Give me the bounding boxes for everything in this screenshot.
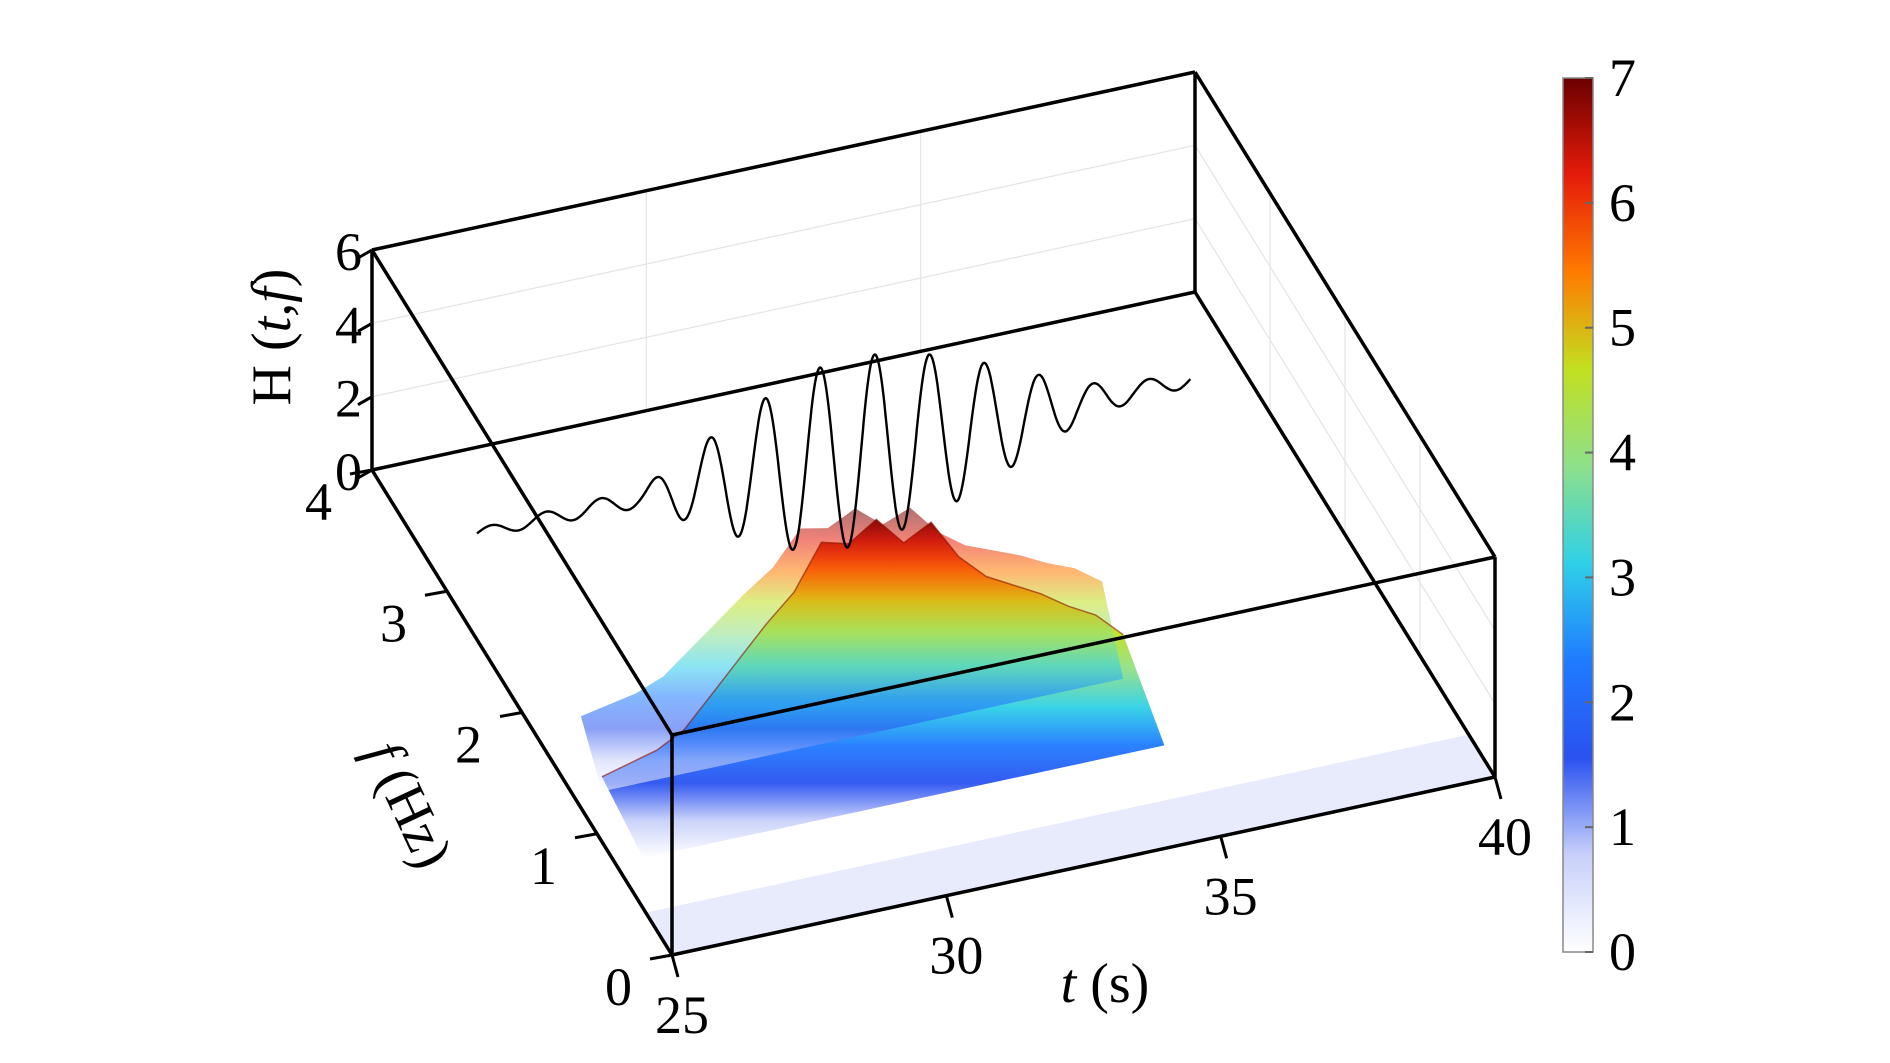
colorbar: 0 1 2 3 4 5 6 7 — [1562, 48, 1636, 982]
box-edge-front-top — [671, 555, 1496, 737]
t-tick-label: 40 — [1478, 807, 1532, 867]
signal-trace-layer — [476, 353, 1192, 551]
z-tick-label: 6 — [335, 222, 362, 282]
f-tick-mark — [499, 711, 523, 718]
f-tick-mark — [424, 589, 448, 597]
f-tick-mark — [649, 953, 673, 961]
t-tick-label: 25 — [655, 985, 709, 1045]
f-tick-label: 0 — [605, 957, 632, 1017]
colorbar-bar — [1562, 77, 1594, 953]
box-edge-left-top — [370, 249, 674, 736]
colorbar-tick-label: 3 — [1609, 547, 1636, 607]
box-edge-right-bottom — [1193, 291, 1497, 778]
f-tick-label: 2 — [455, 715, 482, 775]
z-tick-mark — [357, 322, 373, 333]
z-tick-mark — [357, 468, 373, 480]
box-edge-front-bottom — [671, 775, 1496, 957]
t-tick-mark — [1493, 776, 1503, 800]
z-tick-label: 2 — [335, 369, 362, 429]
colorbar-tick-label: 2 — [1609, 672, 1636, 732]
box-edge-back-top — [371, 70, 1196, 252]
t-tick-label: 35 — [1204, 866, 1258, 926]
colorbar-tick-label: 5 — [1609, 298, 1636, 358]
f-tick-label: 4 — [305, 472, 332, 532]
signal-trace — [476, 353, 1192, 551]
t-axis-label: t (s) — [1061, 953, 1150, 1015]
surface-ridge-crest — [601, 518, 1124, 778]
t-tick-mark — [670, 954, 680, 978]
f-tick-mark — [574, 832, 598, 840]
z-tick-mark — [357, 248, 373, 260]
surface-plot — [580, 507, 1495, 955]
colorbar-tick-label: 1 — [1609, 797, 1636, 857]
grid-line-back-z — [371, 218, 1196, 398]
surface-floor-band — [645, 734, 1495, 955]
grid-lines — [371, 72, 1496, 704]
box-edge-right-top — [1193, 71, 1497, 558]
colorbar-tick-label: 7 — [1609, 48, 1636, 108]
f-axis-label: f (Hz) — [352, 731, 464, 877]
box-edge-back-bottom — [371, 290, 1196, 472]
surface-ridge-back — [580, 507, 1124, 792]
colorbar-tick-label: 0 — [1609, 922, 1636, 982]
z-tick-mark — [357, 395, 373, 406]
f-tick-label: 1 — [530, 836, 557, 896]
t-tick-mark — [944, 895, 954, 919]
f-tick-label: 3 — [380, 593, 407, 653]
t-tick-label: 30 — [929, 926, 983, 986]
colorbar-tick-label: 6 — [1609, 173, 1636, 233]
grid-line-back-z — [371, 144, 1196, 324]
t-tick-mark — [1219, 835, 1229, 859]
z-tick-label: 4 — [335, 295, 362, 355]
colorbar-tick-label: 4 — [1609, 423, 1636, 483]
z-tick-label: 0 — [335, 442, 362, 502]
z-axis-label: H (t,f) — [241, 269, 303, 406]
